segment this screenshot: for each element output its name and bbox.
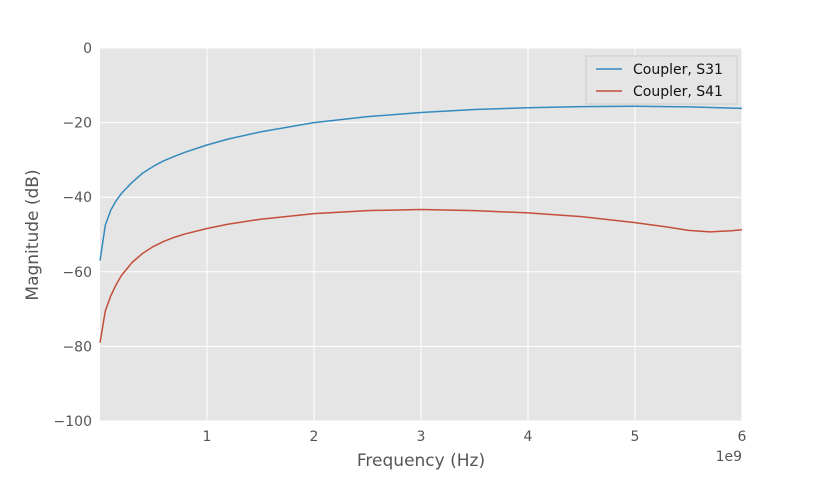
y-tick-label: −20	[62, 116, 92, 132]
legend-box	[585, 55, 738, 105]
series-lines	[99, 105, 743, 343]
x-tick-label: 4	[524, 429, 533, 445]
x-tick-label: 6	[738, 429, 747, 445]
legend-label-s41: Coupler, S41	[633, 84, 723, 100]
x-tick-label: 5	[631, 429, 640, 445]
x-tick-label: 3	[417, 429, 426, 445]
legend: Coupler, S31 Coupler, S41	[585, 55, 738, 105]
x-offset-label: 1e9	[716, 449, 742, 465]
x-axis-title: Frequency (Hz)	[357, 451, 485, 471]
x-tick-label: 1	[203, 429, 212, 445]
x-tick-label: 2	[310, 429, 319, 445]
legend-label-s31: Coupler, S31	[633, 62, 723, 78]
grid-lines	[100, 47, 743, 422]
y-tick-label: −100	[54, 414, 92, 430]
y-tick-label: −40	[62, 190, 92, 206]
tick-labels: 1 2 3 4 5 6 0 −20 −40 −60 −80 −100	[54, 41, 747, 445]
series-line-0	[99, 105, 743, 261]
y-axis-title: Magnitude (dB)	[23, 169, 43, 300]
y-tick-label: −80	[62, 339, 92, 355]
series-line-1	[99, 208, 743, 343]
y-tick-label: 0	[83, 41, 92, 57]
y-tick-label: −60	[62, 265, 92, 281]
